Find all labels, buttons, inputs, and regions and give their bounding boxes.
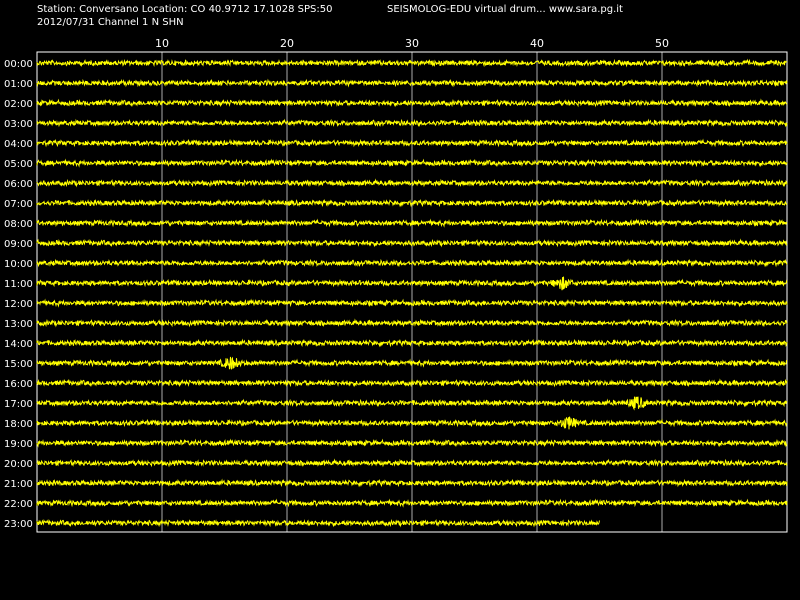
hour-label: 14:00: [4, 339, 33, 350]
station-info: Station: Conversano Location: CO 40.9712…: [37, 4, 333, 15]
seismic-trace-line: [36, 178, 788, 188]
seismic-trace-line: [36, 438, 788, 448]
seismic-trace-line: [36, 218, 788, 228]
grid-lines: [36, 51, 788, 533]
seismic-trace-line: [36, 198, 788, 208]
seismic-trace-line: [36, 518, 600, 528]
hour-label: 08:00: [4, 219, 33, 230]
date-channel-info: 2012/07/31 Channel 1 N SHN: [37, 17, 184, 28]
hour-label: 05:00: [4, 159, 33, 170]
minute-tick-label: 40: [530, 37, 544, 50]
hour-label: 07:00: [4, 199, 33, 210]
hour-label: 22:00: [4, 499, 33, 510]
seismic-trace-line: [36, 356, 788, 370]
seismic-trace-line: [36, 478, 788, 488]
seismic-trace-line: [36, 238, 788, 248]
seismic-trace-line: [36, 58, 788, 68]
hour-label: 19:00: [4, 439, 33, 450]
seismic-traces: [36, 58, 788, 528]
hour-label: 20:00: [4, 459, 33, 470]
seismic-trace-line: [36, 98, 788, 108]
seismic-trace-line: [36, 378, 788, 388]
hour-label: 04:00: [4, 139, 33, 150]
hour-label: 10:00: [4, 259, 33, 270]
seismic-trace-line: [36, 158, 788, 168]
seismic-trace-line: [36, 498, 788, 508]
minute-tick-labels: 10 20 30 40 50: [155, 37, 669, 50]
hour-label: 13:00: [4, 319, 33, 330]
app-title: SEISMOLOG-EDU virtual drum... www.sara.p…: [387, 4, 623, 15]
minute-tick-label: 50: [655, 37, 669, 50]
seismic-trace-line: [36, 318, 788, 328]
seismic-trace-line: [36, 276, 788, 291]
hour-label: 00:00: [4, 59, 33, 70]
seismic-trace-line: [36, 338, 788, 348]
seismic-trace-line: [36, 138, 788, 148]
hour-label: 12:00: [4, 299, 33, 310]
hour-labels: 00:00 01:00 02:00 03:00 04:00 05:00 06:00 07:00…: [4, 59, 33, 530]
hour-label: 09:00: [4, 239, 33, 250]
hour-label: 16:00: [4, 379, 33, 390]
hour-label: 06:00: [4, 179, 33, 190]
seismic-trace-line: [36, 458, 788, 468]
seismic-trace-line: [36, 78, 788, 88]
minute-tick-label: 20: [280, 37, 294, 50]
minute-tick-label: 10: [155, 37, 169, 50]
seismic-trace-line: [36, 298, 788, 308]
hour-label: 23:00: [4, 519, 33, 530]
hour-label: 21:00: [4, 479, 33, 490]
seismic-trace-line: [36, 396, 788, 411]
seismic-trace-line: [36, 258, 788, 268]
minute-tick-label: 30: [405, 37, 419, 50]
hour-label: 17:00: [4, 399, 33, 410]
hour-label: 18:00: [4, 419, 33, 430]
seismic-trace-line: [36, 416, 788, 430]
hour-label: 11:00: [4, 279, 33, 290]
hour-label: 15:00: [4, 359, 33, 370]
hour-label: 02:00: [4, 99, 33, 110]
seismic-trace-line: [36, 118, 788, 128]
hour-label: 01:00: [4, 79, 33, 90]
hour-label: 03:00: [4, 119, 33, 130]
